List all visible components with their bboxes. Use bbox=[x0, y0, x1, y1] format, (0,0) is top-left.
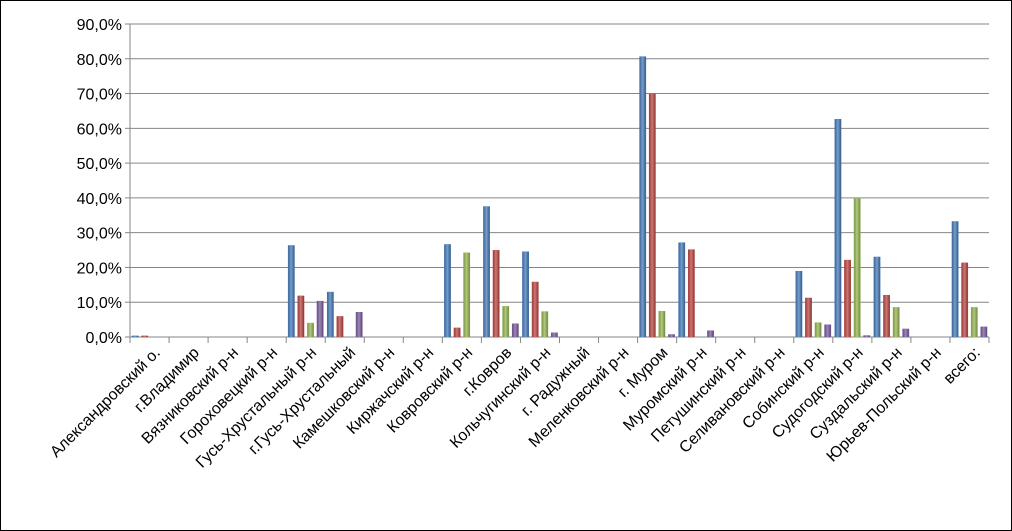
y-tick-label: 30,0% bbox=[77, 226, 122, 243]
bar-shading bbox=[980, 326, 987, 337]
bar-shading bbox=[902, 329, 909, 337]
bar-shading bbox=[649, 93, 656, 337]
bar-shading bbox=[297, 295, 305, 337]
bar-shading bbox=[132, 335, 139, 337]
bar-shading bbox=[795, 271, 802, 337]
gridlines bbox=[130, 23, 989, 338]
bar-shading bbox=[834, 119, 842, 338]
y-tick-label: 90,0% bbox=[77, 17, 122, 34]
y-tick-label: 50,0% bbox=[77, 156, 122, 173]
bar-shading bbox=[863, 335, 870, 337]
bar-shading bbox=[951, 221, 959, 337]
bar-shading bbox=[541, 311, 548, 337]
y-tick-label: 40,0% bbox=[77, 191, 122, 208]
bars bbox=[131, 56, 988, 338]
bar-shading bbox=[141, 335, 148, 337]
bar-shading bbox=[307, 323, 314, 337]
bar-shading bbox=[824, 324, 831, 337]
bar-shading bbox=[639, 56, 646, 338]
y-tick-label: 10,0% bbox=[77, 295, 122, 312]
y-tick-label: 70,0% bbox=[77, 87, 122, 104]
bar-shading bbox=[873, 257, 881, 337]
bar-shading bbox=[814, 322, 822, 337]
bar-shading bbox=[883, 295, 890, 337]
x-axis: Александровский о.г.ВладимирВязниковский… bbox=[47, 336, 990, 471]
bar-shading bbox=[551, 332, 558, 337]
bar-shading bbox=[971, 307, 978, 337]
bar-shading bbox=[336, 316, 344, 337]
bar-shading bbox=[512, 323, 519, 337]
bar-shading bbox=[678, 242, 685, 337]
bar-shading bbox=[658, 311, 666, 337]
y-axis: 0,0% 10,0% 20,0% 30,0% 40,0% 50,0% 60,0% 70,0% 8… bbox=[77, 17, 131, 347]
bar-shading bbox=[463, 252, 470, 337]
bar-shading bbox=[288, 245, 295, 337]
y-tick-label: 60,0% bbox=[77, 121, 122, 138]
y-tick-label: 0,0% bbox=[86, 330, 122, 347]
bar-shading bbox=[502, 306, 509, 337]
bar-shading bbox=[854, 198, 861, 337]
bar-shading bbox=[688, 249, 695, 337]
bar-shading bbox=[327, 292, 334, 337]
bar-shading bbox=[844, 260, 851, 337]
bar-shading bbox=[483, 206, 490, 337]
bar-shading bbox=[453, 327, 461, 337]
bar-shading bbox=[493, 250, 500, 337]
bar-shading bbox=[707, 330, 714, 337]
x-tick-label: всего: bbox=[941, 344, 984, 387]
bar-shading bbox=[805, 298, 812, 337]
bar-shading bbox=[893, 307, 900, 337]
y-tick-label: 80,0% bbox=[77, 52, 122, 69]
bar-shading bbox=[317, 301, 324, 337]
bar-shading bbox=[356, 312, 363, 337]
y-tick-label: 20,0% bbox=[77, 260, 122, 277]
bar-shading bbox=[961, 262, 968, 337]
bar-shading bbox=[532, 282, 539, 337]
bar-shading bbox=[668, 334, 675, 337]
bar-shading bbox=[444, 244, 451, 337]
bar-shading bbox=[522, 251, 529, 337]
